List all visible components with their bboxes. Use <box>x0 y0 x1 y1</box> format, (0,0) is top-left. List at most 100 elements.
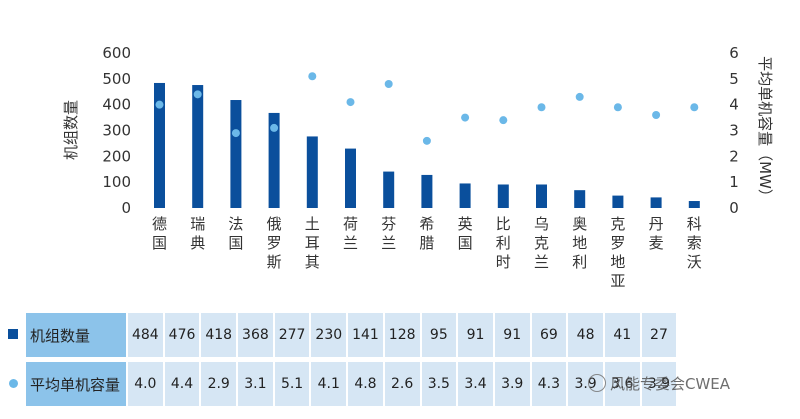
y2-tick-label: 5 <box>729 70 739 88</box>
table-cell: 4.1 <box>311 362 347 406</box>
y2-tick-label: 2 <box>729 147 739 165</box>
table-cell: 4.0 <box>128 362 163 406</box>
x-tick-label: 克罗地亚 <box>610 215 625 290</box>
table-cell: 3.9 <box>641 362 677 406</box>
table-cell: 476 <box>164 313 200 362</box>
table-cell: 41 <box>604 313 640 362</box>
y2-tick-label: 1 <box>729 173 739 191</box>
y2-tick-label: 4 <box>729 96 739 114</box>
x-tick-label: 乌克兰 <box>534 215 549 271</box>
bar <box>268 112 280 208</box>
table-cell: 2.6 <box>384 362 420 406</box>
table-cell: 3.6 <box>604 362 640 406</box>
table-cell: 2.9 <box>201 362 237 406</box>
scatter-point <box>652 111 661 119</box>
scatter-point <box>575 92 584 101</box>
wechat-icon <box>588 374 606 392</box>
bar <box>421 174 433 208</box>
bar <box>497 184 509 208</box>
y-tick-label: 100 <box>102 173 131 191</box>
table-cell: 3.1 <box>238 362 273 406</box>
table-row-count: 机组数量 484 476 418 368 277 230 141 128 95 91 91 69 48 4… <box>2 313 677 362</box>
scatter-point <box>231 129 240 138</box>
table-cell: 141 <box>348 313 383 362</box>
table-cell: 277 <box>274 313 310 362</box>
bar <box>574 190 586 208</box>
bar <box>688 201 700 208</box>
y-tick-label: 600 <box>102 44 131 62</box>
y-axis: 0 100 200 300 400 500 600 <box>102 44 131 217</box>
table-cell: 368 <box>238 313 273 362</box>
x-tick-label: 荷兰 <box>343 215 358 252</box>
circle-marker-icon <box>8 379 18 388</box>
table-cell: 4.8 <box>348 362 383 406</box>
x-tick-label: 比利时 <box>496 215 511 271</box>
y2-tick-label: 6 <box>729 44 739 62</box>
bar <box>345 148 356 208</box>
bar <box>383 171 395 208</box>
bar <box>192 85 204 208</box>
scatter-point <box>270 123 279 132</box>
scatter-point <box>499 116 508 125</box>
bar <box>650 197 662 208</box>
table-cell: 95 <box>421 313 457 362</box>
square-marker-icon <box>8 329 18 339</box>
x-tick-label: 土耳其 <box>305 215 320 271</box>
y2-axis-title: 平均单机容量（MW） <box>756 56 774 204</box>
scatter-point <box>384 80 393 88</box>
x-tick-label: 德国 <box>152 215 167 252</box>
y-tick-label: 300 <box>102 122 131 140</box>
watermark: 风能专委会CWEA <box>588 372 730 394</box>
bar <box>612 195 624 208</box>
table-cell: 418 <box>201 313 237 362</box>
chart: 机组数量 平均单机容量（MW） 0 100 200 300 400 500 600 0 1 2 3… <box>62 44 774 290</box>
x-tick-label: 俄罗斯 <box>267 215 282 271</box>
scatter-point <box>308 72 317 81</box>
scatter-point <box>613 103 622 112</box>
scatter-point <box>193 90 202 99</box>
table-cell: 5.1 <box>274 362 310 406</box>
bar <box>459 183 471 208</box>
bar <box>230 100 242 208</box>
table-cell: 484 <box>128 313 163 362</box>
x-tick-label: 英国 <box>458 215 473 252</box>
y2-tick-label: 0 <box>729 199 739 217</box>
y-tick-label: 400 <box>102 96 131 114</box>
scatter-point <box>537 103 546 112</box>
table-row-capacity: 平均单机容量 4.0 4.4 2.9 3.1 5.1 4.1 4.8 2.6 3.5 3.4 3.9… <box>2 362 677 406</box>
y-tick-label: 0 <box>121 199 131 217</box>
legend-marker <box>2 362 24 406</box>
row-label: 机组数量 <box>26 313 126 362</box>
bar <box>306 136 318 208</box>
x-tick-label: 科索沃 <box>687 215 702 271</box>
x-tick-label: 瑞典 <box>190 215 205 252</box>
x-tick-label: 丹麦 <box>649 215 664 252</box>
data-table: 机组数量 484 476 418 368 277 230 141 128 95 91 91 69 48 4… <box>0 313 678 406</box>
y2-axis: 0 1 2 3 4 5 6 <box>729 44 739 217</box>
table-cell: 27 <box>641 313 677 362</box>
x-tick-label: 奥地利 <box>572 215 587 271</box>
table-cell: 3.9 <box>494 362 530 406</box>
table-cell: 230 <box>311 313 347 362</box>
x-tick-label: 芬兰 <box>381 215 396 252</box>
y2-tick-label: 3 <box>729 122 739 140</box>
scatter-series <box>155 72 699 145</box>
table-cell: 128 <box>384 313 420 362</box>
bar <box>536 184 547 208</box>
watermark-text: 风能专委会CWEA <box>610 374 731 393</box>
table-cell: 48 <box>568 313 603 362</box>
table-cell: 4.4 <box>164 362 200 406</box>
table-cell: 69 <box>531 313 567 362</box>
table-cell: 91 <box>494 313 530 362</box>
table-cell: 3.5 <box>421 362 457 406</box>
scatter-point <box>461 113 470 122</box>
y-tick-label: 500 <box>102 70 131 88</box>
bar <box>154 82 165 208</box>
table-cell: 3.4 <box>458 362 493 406</box>
y-tick-label: 200 <box>102 147 131 165</box>
scatter-point <box>422 136 431 145</box>
bar-series <box>154 82 700 208</box>
table-cell: 91 <box>458 313 493 362</box>
legend-marker <box>2 313 24 362</box>
